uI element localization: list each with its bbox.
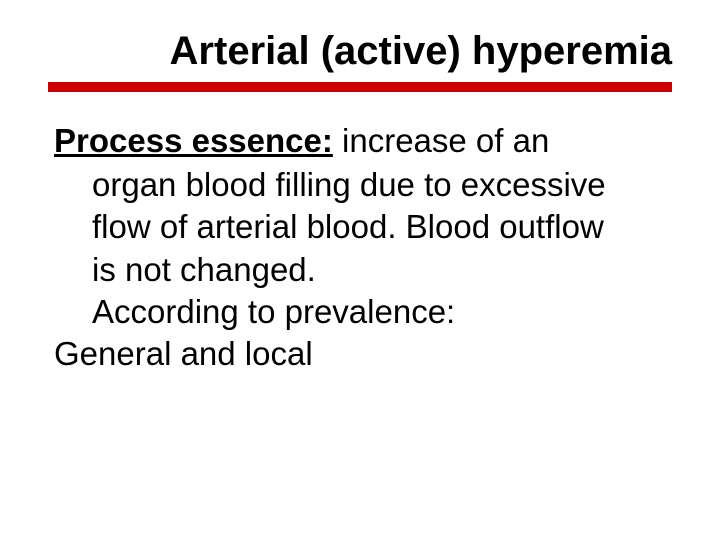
body-line-6: General and local [54,333,672,375]
body-line-4: is not changed. [54,249,672,291]
slide: Arterial (active) hyperemia Process esse… [0,0,720,540]
slide-title: Arterial (active) hyperemia [48,28,672,74]
title-underline-rule [48,82,672,92]
body-line-5: According to prevalence: [54,291,672,333]
process-essence-label: Process essence: [54,122,333,159]
body-line-1-rest: increase of an [333,122,549,159]
body-line-3: flow of arterial blood. Blood outflow [54,206,672,248]
slide-body: Process essence: increase of an organ bl… [48,120,672,375]
body-line-1: Process essence: increase of an [54,120,672,162]
body-line-2: organ blood filling due to excessive [54,164,672,206]
